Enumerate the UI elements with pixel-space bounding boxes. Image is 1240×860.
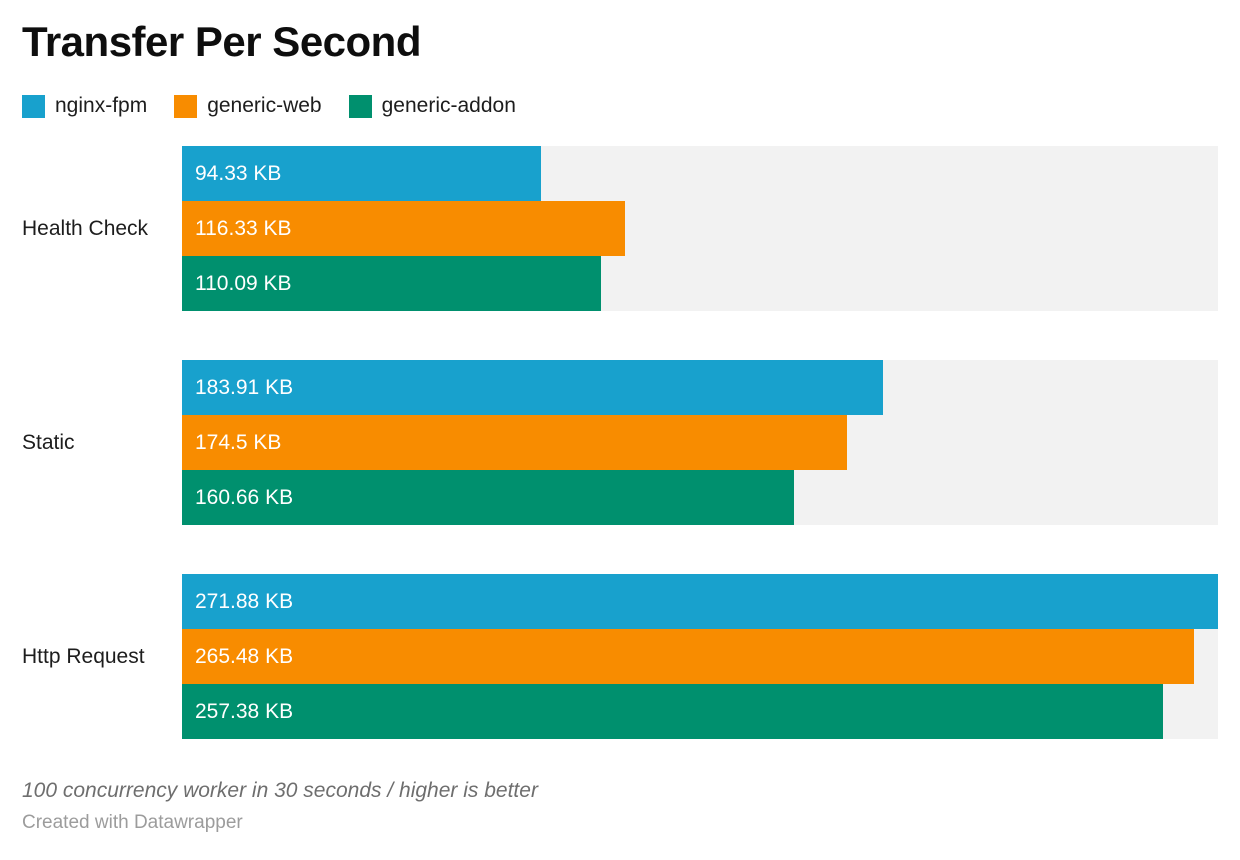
bar-generic-web: 116.33 KB <box>182 201 626 257</box>
bar-track: 94.33 KB 116.33 KB 110.09 KB <box>182 146 1218 312</box>
bar-generic-web: 174.5 KB <box>182 415 847 471</box>
bar-generic-addon: 160.66 KB <box>182 470 795 526</box>
category-label: Static <box>22 430 75 454</box>
chart-group-health-check: Health Check 94.33 KB 116.33 KB 110.09 KB <box>22 146 1218 312</box>
bar-nginx-fpm: 271.88 KB <box>182 574 1218 630</box>
bar-track: 271.88 KB 265.48 KB 257.38 KB <box>182 574 1218 740</box>
legend-swatch-icon <box>22 94 45 118</box>
legend-swatch-icon <box>348 94 372 118</box>
bar-generic-addon: 257.38 KB <box>182 684 1163 740</box>
chart-area: Health Check 94.33 KB 116.33 KB 110.09 KB St… <box>22 146 1218 740</box>
chart-note: 100 concurrency worker in 30 seconds / h… <box>22 779 538 803</box>
chart-group-http-request: Http Request 271.88 KB 265.48 KB 257.38 KB <box>22 574 1218 740</box>
datawrapper-credit: Created with Datawrapper <box>22 812 243 834</box>
value-label: 94.33 KB <box>195 161 282 185</box>
chart-group-static: Static 183.91 KB 174.5 KB 160.66 KB <box>22 360 1218 526</box>
bar-track: 183.91 KB 174.5 KB 160.66 KB <box>182 360 1218 526</box>
legend-label: nginx-fpm <box>55 94 148 118</box>
value-label: 116.33 KB <box>195 216 292 240</box>
bar-nginx-fpm: 94.33 KB <box>182 146 542 202</box>
legend-item-generic-addon: generic-addon <box>348 94 516 118</box>
value-label: 174.5 KB <box>195 430 282 454</box>
bar-nginx-fpm: 183.91 KB <box>182 360 883 416</box>
category-label: Health Check <box>22 216 149 240</box>
value-label: 271.88 KB <box>195 589 294 613</box>
bar-generic-addon: 110.09 KB <box>182 256 602 312</box>
legend-item-nginx-fpm: nginx-fpm <box>22 94 147 118</box>
legend-label: generic-addon <box>381 94 516 118</box>
chart-title: Transfer Per Second <box>22 18 422 65</box>
legend-label: generic-web <box>207 94 322 118</box>
value-label: 257.38 KB <box>195 699 294 723</box>
legend-item-generic-web: generic-web <box>174 94 322 118</box>
value-label: 265.48 KB <box>195 644 294 668</box>
value-label: 183.91 KB <box>195 375 294 399</box>
legend-swatch-icon <box>174 94 198 118</box>
category-label: Http Request <box>22 644 145 668</box>
value-label: 110.09 KB <box>195 271 292 295</box>
legend: nginx-fpm generic-web generic-addon <box>22 94 1218 118</box>
value-label: 160.66 KB <box>195 485 294 509</box>
bar-generic-web: 265.48 KB <box>182 629 1194 685</box>
